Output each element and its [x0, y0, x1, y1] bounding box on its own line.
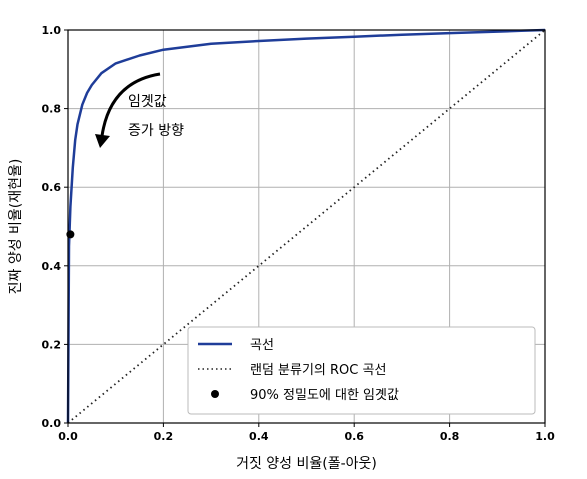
y-tick-label: 1.0	[42, 24, 62, 37]
legend-label-random: 랜덤 분류기의 ROC 곡선	[250, 363, 386, 378]
y-tick-label: 0.6	[42, 181, 62, 194]
y-tick-label: 0.2	[42, 338, 62, 351]
ticks: 0.0 0.2 0.4 0.6 0.8 1.0 0.0 0.2 0.4 0.6 0.8 1.0	[42, 24, 556, 443]
annotation-arrowhead	[95, 134, 110, 148]
x-tick-label: 0.6	[344, 430, 364, 443]
y-tick-label: 0.4	[42, 260, 62, 273]
roc-curve-line	[66, 28, 546, 424]
annotation-arrow	[100, 72, 161, 137]
random-classifier-line	[67, 29, 546, 424]
annotation-line-1: 임곗값	[128, 94, 167, 110]
legend-label-threshold: 90% 정밀도에 대한 임곗값	[250, 388, 399, 403]
legend-label-curve: 곡선	[250, 338, 274, 353]
x-tick-label: 0.0	[58, 430, 78, 443]
x-axis-label: 거짓 양성 비율(폴-아웃)	[236, 456, 377, 472]
y-tick-label: 0.8	[42, 103, 62, 116]
y-tick-label: 0.0	[42, 417, 62, 430]
x-tick-label: 0.2	[154, 430, 174, 443]
x-tick-label: 1.0	[535, 430, 555, 443]
legend-swatch-threshold	[211, 390, 219, 398]
threshold-annotation: 임곗값 증가 방향	[95, 72, 184, 148]
legend: 곡선 랜덤 분류기의 ROC 곡선 90% 정밀도에 대한 임곗값	[187, 326, 536, 415]
x-tick-label: 0.8	[440, 430, 460, 443]
x-tick-label: 0.4	[249, 430, 269, 443]
legend-box	[187, 326, 536, 415]
plot-frame	[67, 29, 546, 424]
annotation-line-2: 증가 방향	[128, 123, 184, 139]
y-axis-label: 진짜 양성 비율(재현율)	[8, 159, 24, 295]
